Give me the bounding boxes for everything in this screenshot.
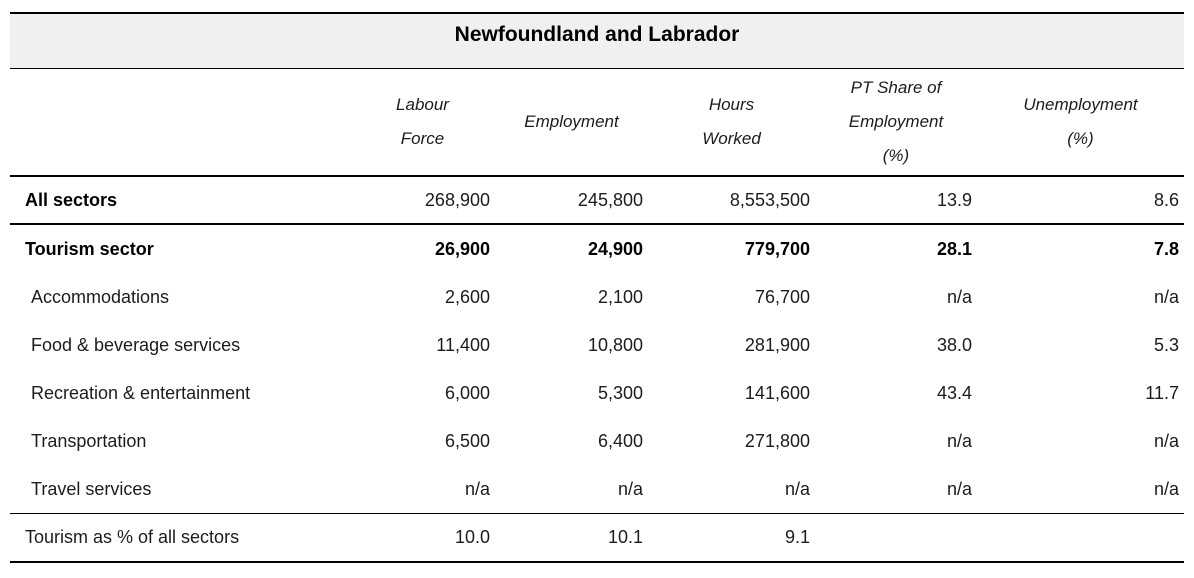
cell-value: n/a bbox=[1153, 430, 1179, 451]
cell-value: 13.9 bbox=[936, 189, 972, 210]
row-label: Travel services bbox=[31, 478, 152, 499]
cell-value: n/a bbox=[784, 478, 810, 499]
cell-value: 24,900 bbox=[587, 238, 643, 259]
row-label: Recreation & entertainment bbox=[31, 382, 251, 403]
cell-value: 10.1 bbox=[607, 527, 643, 547]
cell-value: 7.8 bbox=[1153, 238, 1179, 259]
row-label: Tourism sector bbox=[25, 238, 154, 259]
cell-value: 6,400 bbox=[597, 430, 643, 451]
cell-value: 11,400 bbox=[436, 334, 490, 355]
cell-value: 8.6 bbox=[1153, 189, 1179, 210]
row-travel-services: Travel services n/a n/a n/a n/a n/a bbox=[10, 465, 1184, 513]
column-header-row: Labour Force Employment Hours Worked PT … bbox=[10, 69, 1184, 177]
cell-value: n/a bbox=[1153, 478, 1179, 499]
cell-value: 245,800 bbox=[577, 189, 643, 210]
column-header-unemployment: Unemployment (%) bbox=[1023, 95, 1138, 148]
row-label: Transportation bbox=[31, 430, 147, 451]
row-accommodations: Accommodations 2,600 2,100 76,700 n/a n/… bbox=[10, 273, 1184, 321]
cell-value: n/a bbox=[946, 286, 972, 307]
cell-value: n/a bbox=[946, 478, 972, 499]
row-recreation-entertainment: Recreation & entertainment 6,000 5,300 1… bbox=[10, 369, 1184, 417]
column-header-hours-worked: Hours Worked bbox=[702, 95, 761, 148]
table-title: Newfoundland and Labrador bbox=[454, 23, 740, 46]
column-header-blank bbox=[10, 69, 350, 175]
column-header-employment: Employment bbox=[524, 112, 619, 131]
cell-value: n/a bbox=[1153, 286, 1179, 307]
cell-value: n/a bbox=[617, 478, 643, 499]
cell-value: 11.7 bbox=[1145, 382, 1179, 403]
row-food-beverage-services: Food & beverage services 11,400 10,800 2… bbox=[10, 321, 1184, 369]
cell-value: 10,800 bbox=[587, 334, 643, 355]
column-header-labour-force: Labour Force bbox=[396, 95, 449, 148]
cell-value: 2,100 bbox=[597, 286, 643, 307]
row-all-sectors: All sectors 268,900 245,800 8,553,500 13… bbox=[10, 177, 1184, 225]
cell-value: 43.4 bbox=[936, 382, 972, 403]
cell-value: 6,000 bbox=[444, 382, 490, 403]
row-label: Tourism as % of all sectors bbox=[25, 527, 240, 547]
cell-value: 26,900 bbox=[434, 238, 490, 259]
column-header-pt-share: PT Share of Employment (%) bbox=[848, 78, 944, 165]
row-label: Food & beverage services bbox=[31, 334, 241, 355]
cell-value: 76,700 bbox=[754, 286, 810, 307]
cell-value: 8,553,500 bbox=[729, 189, 810, 210]
row-label: All sectors bbox=[25, 189, 118, 210]
cell-value: 2,600 bbox=[444, 286, 490, 307]
cell-value: 141,600 bbox=[744, 382, 810, 403]
cell-value: 779,700 bbox=[744, 238, 810, 259]
cell-value: 281,900 bbox=[744, 334, 810, 355]
row-tourism-percent-of-all-sectors: Tourism as % of all sectors 10.0 10.1 9.… bbox=[10, 513, 1184, 561]
stats-table: Newfoundland and Labrador Labour Force E… bbox=[10, 12, 1184, 563]
cell-value: 268,900 bbox=[424, 189, 490, 210]
cell-value: 28.1 bbox=[936, 238, 972, 259]
cell-value: 38.0 bbox=[936, 334, 972, 355]
cell-value: 9.1 bbox=[784, 527, 810, 547]
cell-value: 271,800 bbox=[744, 430, 810, 451]
cell-value: 10.0 bbox=[454, 527, 490, 547]
cell-value: 5,300 bbox=[597, 382, 643, 403]
title-bar: Newfoundland and Labrador bbox=[10, 14, 1184, 69]
row-label: Accommodations bbox=[31, 286, 170, 307]
cell-value: 6,500 bbox=[444, 430, 490, 451]
cell-value: n/a bbox=[946, 430, 972, 451]
cell-value: 5.3 bbox=[1153, 334, 1179, 355]
cell-value: n/a bbox=[464, 478, 490, 499]
row-tourism-sector: Tourism sector 26,900 24,900 779,700 28.… bbox=[10, 225, 1184, 273]
row-transportation: Transportation 6,500 6,400 271,800 n/a n… bbox=[10, 417, 1184, 465]
